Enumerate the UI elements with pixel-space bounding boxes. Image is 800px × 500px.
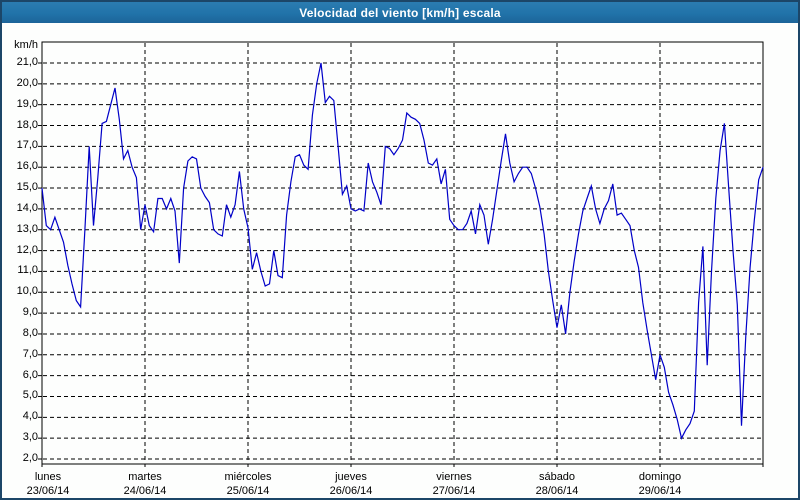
y-tick-label: 9,0	[22, 306, 38, 319]
y-tick-label: 14,0	[16, 201, 38, 214]
x-day-date-label: 25/06/14	[226, 485, 270, 497]
y-tick-label: 10,0	[16, 285, 38, 298]
plot-frame	[41, 41, 764, 465]
x-day-date-label: 27/06/14	[432, 485, 476, 497]
y-tick-label: 4,0	[22, 410, 38, 423]
wind-speed-polyline	[41, 62, 764, 440]
y-axis-unit-label: km/h	[14, 39, 38, 51]
x-day-date-label: 28/06/14	[535, 485, 579, 497]
x-day-name-label: jueves	[335, 471, 367, 483]
x-day-name-label: viernes	[436, 471, 472, 483]
y-tick-label: 7,0	[22, 347, 38, 360]
y-tick-label: 11,0	[17, 264, 38, 277]
y-tick-label: 20,0	[16, 76, 38, 89]
wind-speed-chart	[38, 41, 764, 467]
x-day-date-label: 29/06/14	[638, 485, 682, 497]
axis-ticks	[38, 62, 764, 467]
y-tick-label: 13,0	[16, 222, 38, 235]
x-day-date-label: 26/06/14	[329, 485, 373, 497]
y-tick-label: 8,0	[22, 326, 38, 339]
y-tick-label: 3,0	[22, 431, 38, 444]
y-tick-label: 18,0	[16, 118, 38, 131]
x-day-date-label: 24/06/14	[123, 485, 167, 497]
y-tick-label: 21,0	[16, 56, 38, 68]
x-day-name-label: miércoles	[224, 471, 272, 483]
plot-frame-rect	[41, 41, 764, 465]
x-day-name-label: domingo	[638, 471, 682, 483]
y-tick-label: 16,0	[16, 160, 38, 173]
wind-speed-line	[41, 62, 764, 440]
y-tick-label: 5,0	[22, 389, 38, 402]
x-day-date-label: 23/06/14	[26, 485, 70, 497]
y-tick-label: 15,0	[16, 181, 38, 194]
y-tick-label: 2,0	[22, 452, 38, 464]
y-tick-label: 19,0	[16, 97, 38, 110]
gridlines	[43, 43, 762, 463]
page-title: Velocidad del viento [km/h] escala	[299, 5, 501, 20]
y-tick-label: 12,0	[16, 243, 38, 256]
y-tick-label: 6,0	[22, 368, 38, 381]
x-day-name-label: sábado	[538, 471, 576, 483]
x-day-name-label: lunes	[34, 471, 62, 483]
chart-area: km/h 21,0 20,0 19,0 18,0 17,0 16,0 15,0 14,0 13,0…	[2, 23, 798, 498]
title-bar: Velocidad del viento [km/h] escala	[2, 2, 798, 23]
y-tick-label: 17,0	[16, 139, 38, 152]
x-day-name-label: martes	[128, 471, 162, 483]
